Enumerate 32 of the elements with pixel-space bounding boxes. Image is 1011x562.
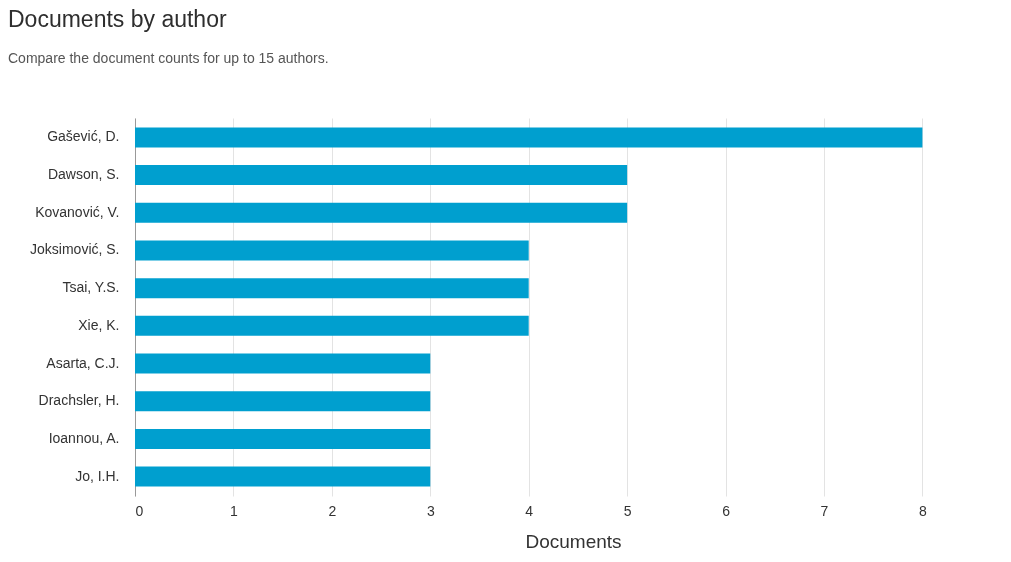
chart-subtitle: Compare the document counts for up to 15 authors. xyxy=(8,50,329,66)
bar xyxy=(135,127,923,148)
bar xyxy=(135,278,529,299)
x-tick-label: 0 xyxy=(135,502,144,519)
y-tick-label: Asarta, C.J. xyxy=(46,354,120,371)
chart-title: Documents by author xyxy=(8,6,227,33)
x-tick-label: 6 xyxy=(722,502,731,519)
x-tick-label: 3 xyxy=(426,502,435,519)
y-tick-label: Dawson, S. xyxy=(47,166,120,183)
y-tick-label: Kovanović, V. xyxy=(35,203,120,220)
bar xyxy=(135,428,431,449)
x-tick-label: 8 xyxy=(919,502,928,519)
x-tick-label: 7 xyxy=(820,502,829,519)
bar xyxy=(135,391,431,412)
bar xyxy=(135,165,628,186)
y-tick-label: Gašević, D. xyxy=(47,128,120,145)
x-tick-label: 4 xyxy=(525,502,534,519)
x-tick-label: 5 xyxy=(623,502,632,519)
y-tick-label: Ioannou, A. xyxy=(48,429,120,446)
x-tick-label: 1 xyxy=(230,502,239,519)
y-tick-label: Tsai, Y.S. xyxy=(62,279,120,296)
x-axis-title: Documents xyxy=(525,530,622,552)
bar xyxy=(135,202,628,223)
y-tick-label: Joksimović, S. xyxy=(30,241,120,258)
y-tick-label: Jo, I.H. xyxy=(75,467,120,484)
bar xyxy=(135,315,529,336)
bar xyxy=(135,466,431,487)
x-tick-label: 2 xyxy=(328,502,337,519)
y-tick-label: Drachsler, H. xyxy=(38,392,120,409)
y-tick-label: Xie, K. xyxy=(78,316,120,333)
bar xyxy=(135,240,529,261)
bar xyxy=(135,353,431,374)
